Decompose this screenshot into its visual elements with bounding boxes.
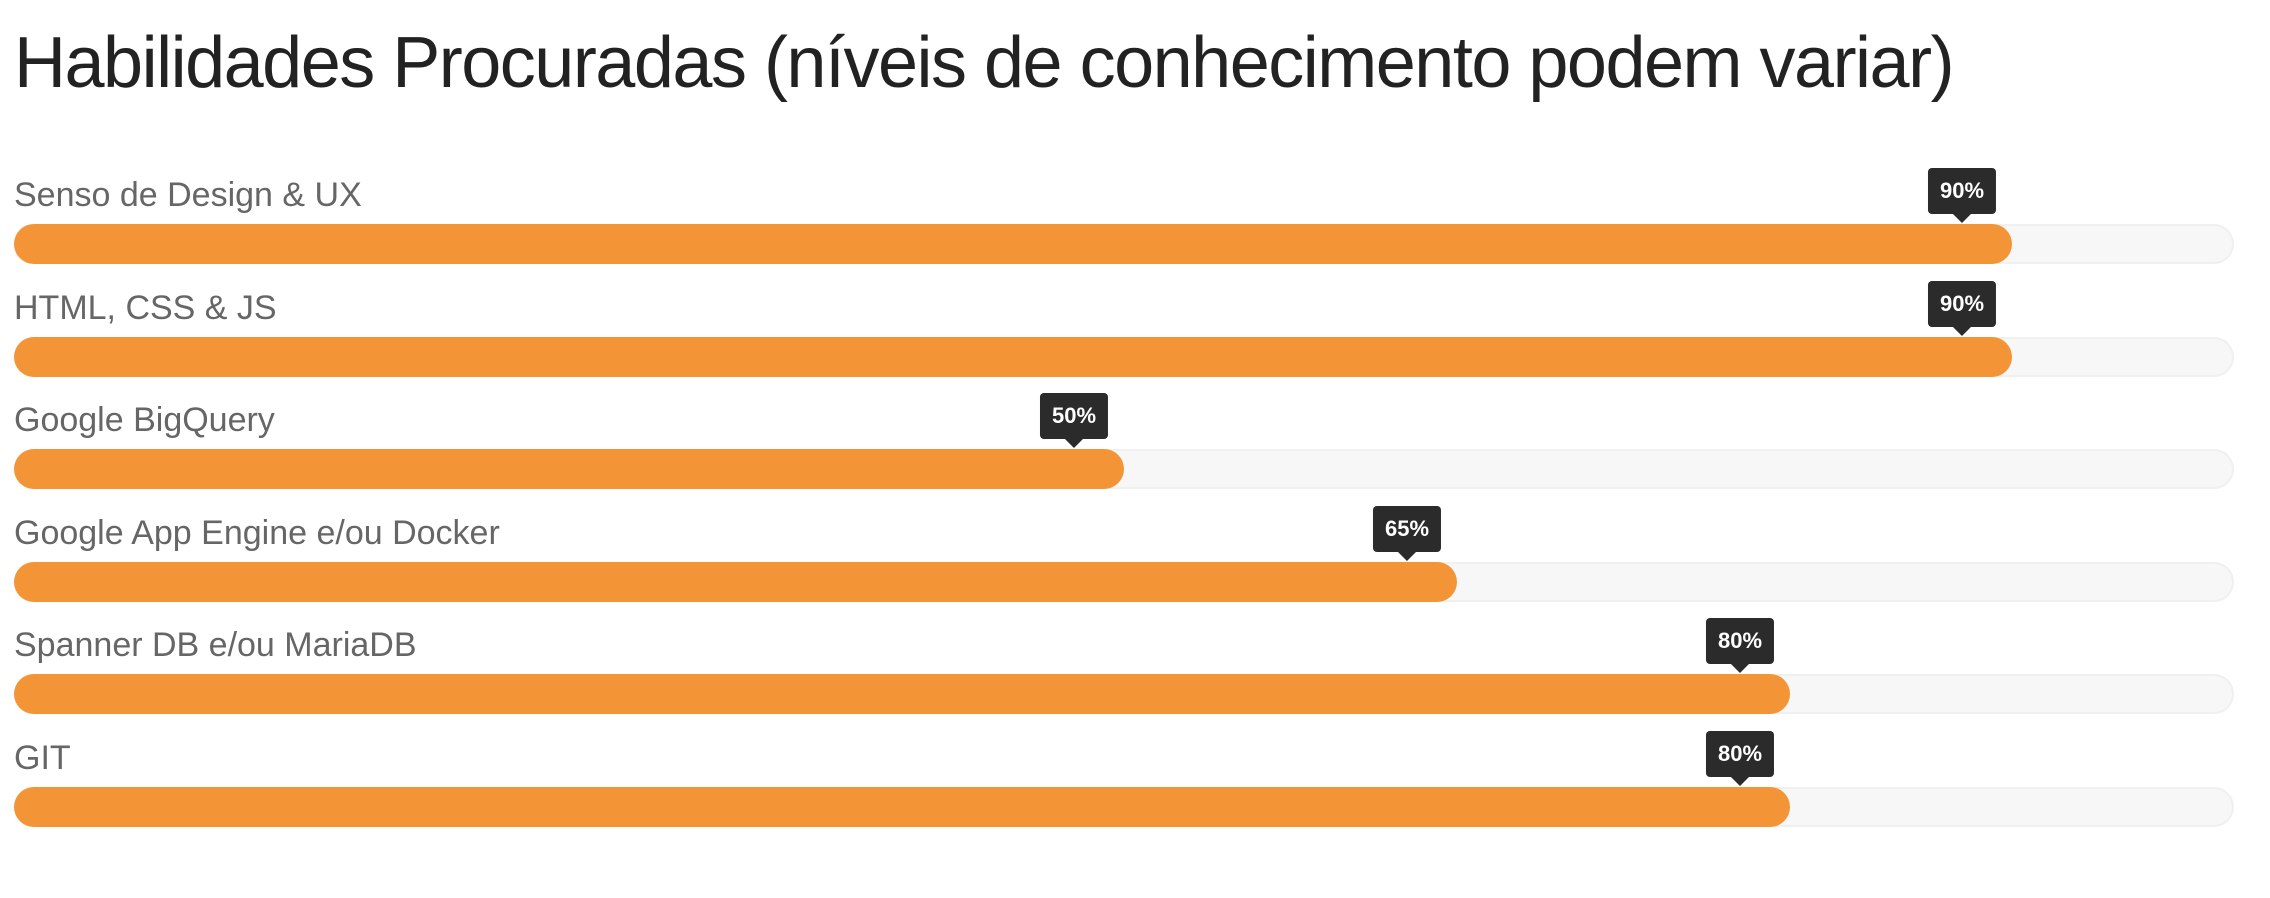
skill-bar-track: 80% [14, 618, 2234, 714]
skill-bar-track: 65% [14, 505, 2234, 602]
skill-label: Spanner DB e/ou MariaDB [14, 626, 417, 664]
skill-row: GIT 80% [14, 730, 2234, 852]
value-tooltip: 50% [1039, 393, 1109, 448]
skill-bar-track: 50% [14, 393, 2234, 489]
skill-bar-track: 90% [14, 280, 2234, 377]
skill-bar-fill [14, 674, 1790, 714]
value-tooltip: 90% [1927, 168, 1997, 223]
skill-row: Senso de Design & UX 90% [14, 168, 2234, 289]
skill-bar-fill [14, 449, 1124, 489]
skill-bar-track: 90% [14, 168, 2234, 264]
skill-row: HTML, CSS & JS 90% [14, 280, 2234, 402]
value-tooltip: 65% [1372, 505, 1442, 561]
skill-label: Senso de Design & UX [14, 176, 362, 214]
skill-label: HTML, CSS & JS [14, 288, 277, 327]
skill-bar-fill [14, 224, 2012, 264]
skill-row: Spanner DB e/ou MariaDB 80% [14, 618, 2234, 739]
skill-bar-fill [14, 336, 2012, 377]
skill-row: Google App Engine e/ou Docker 65% [14, 505, 2234, 627]
value-tooltip: 90% [1927, 280, 1997, 336]
value-tooltip: 80% [1705, 618, 1775, 673]
skill-label: Google App Engine e/ou Docker [14, 513, 500, 552]
value-tooltip: 80% [1705, 730, 1775, 786]
skill-row: Google BigQuery 50% [14, 393, 2234, 514]
skills-chart: Senso de Design & UX 90% HTML, CSS & JS 90%… [14, 168, 2234, 852]
page-title: Habilidades Procuradas (níveis de conhec… [14, 23, 1955, 103]
skill-bar-fill [14, 561, 1457, 602]
skill-bar-track: 80% [14, 730, 2234, 827]
skill-label: GIT [14, 738, 71, 777]
skill-bar-fill [14, 786, 1790, 827]
skill-label: Google BigQuery [14, 401, 275, 439]
